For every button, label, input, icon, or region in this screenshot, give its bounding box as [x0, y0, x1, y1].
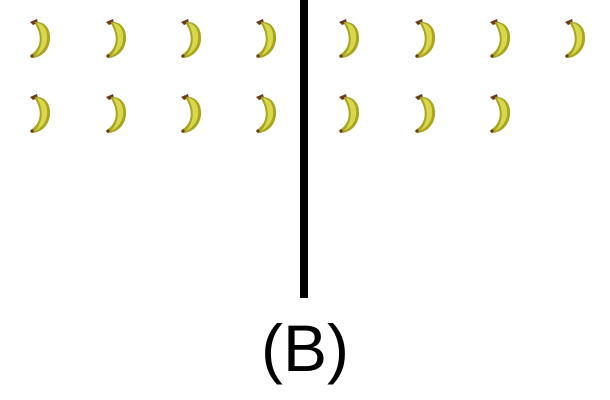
- banana: [409, 91, 441, 135]
- banana: [100, 91, 132, 135]
- banana: [333, 16, 365, 60]
- banana: [484, 16, 516, 60]
- banana-icon: [106, 94, 127, 133]
- banana-icon: [565, 19, 586, 59]
- banana: [484, 91, 516, 135]
- banana-icon: [256, 94, 277, 133]
- banana: [100, 16, 132, 60]
- banana: [24, 16, 56, 60]
- banana-icon: [181, 19, 202, 59]
- banana: [409, 16, 441, 60]
- banana-icon: [339, 94, 360, 133]
- banana: [175, 91, 207, 135]
- banana: [24, 91, 56, 135]
- banana-icon: [30, 19, 51, 59]
- banana-icon: [339, 19, 360, 59]
- banana-icon: [181, 94, 202, 133]
- divider-line: [300, 0, 308, 298]
- banana-icon: [490, 19, 511, 59]
- banana-icon: [490, 94, 511, 133]
- banana-icon: [256, 19, 277, 59]
- banana: [250, 16, 282, 60]
- caption-label: (B): [261, 311, 349, 385]
- banana-icon: [415, 19, 436, 59]
- banana: [333, 91, 365, 135]
- banana-icon: [30, 94, 51, 133]
- banana: [175, 16, 207, 60]
- banana-icon: [415, 94, 436, 133]
- banana: [559, 16, 591, 60]
- banana-icon: [106, 19, 127, 59]
- banana: [250, 91, 282, 135]
